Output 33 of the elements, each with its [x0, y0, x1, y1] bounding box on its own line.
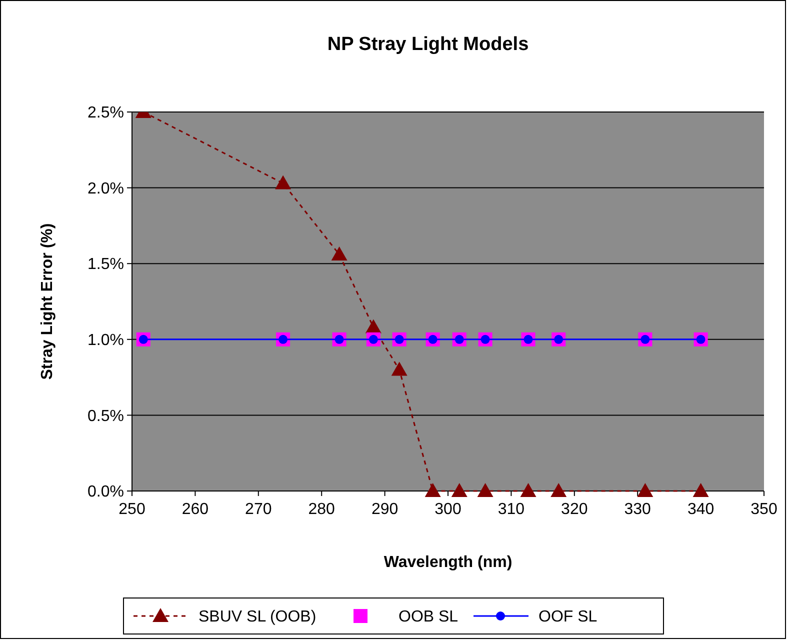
y-tick-label: 2.0% — [88, 180, 124, 198]
x-tick-label: 340 — [687, 501, 714, 518]
point — [550, 483, 567, 497]
x-tick-label: 300 — [434, 501, 462, 518]
legend-label: OOF SL — [538, 608, 598, 626]
chart-title: NP Stray Light Models — [327, 34, 529, 55]
point — [637, 483, 654, 497]
y-tick-label: 0.5% — [88, 408, 124, 425]
x-tick-label: 260 — [182, 501, 209, 518]
x-tick-label: 280 — [308, 501, 336, 518]
point — [692, 483, 709, 497]
point — [391, 362, 408, 376]
x-axis-title: Wavelength (nm) — [384, 554, 512, 571]
x-tick-label: 290 — [371, 501, 398, 518]
legend-label: OOB SL — [398, 608, 458, 626]
point — [424, 483, 441, 497]
x-tick-label: 270 — [245, 501, 272, 518]
point — [520, 483, 536, 497]
y-tick-label: 1.5% — [88, 256, 124, 274]
x-tick-label: 330 — [624, 501, 652, 518]
x-tick-label: 350 — [750, 501, 778, 518]
y-axis-title: Stray Light Error (%) — [39, 223, 56, 380]
point — [477, 483, 494, 497]
point — [451, 483, 468, 497]
y-tick-label: 0.0% — [88, 484, 124, 501]
x-tick-label: 310 — [498, 501, 525, 518]
legend-label: SBUV SL (OOB) — [198, 608, 316, 626]
x-tick-label: 320 — [561, 501, 588, 518]
y-tick-label: 2.5% — [88, 104, 124, 122]
y-tick-label: 1.0% — [88, 332, 124, 349]
x-tick-label: 250 — [118, 501, 146, 518]
point — [331, 246, 348, 261]
point — [275, 175, 292, 190]
